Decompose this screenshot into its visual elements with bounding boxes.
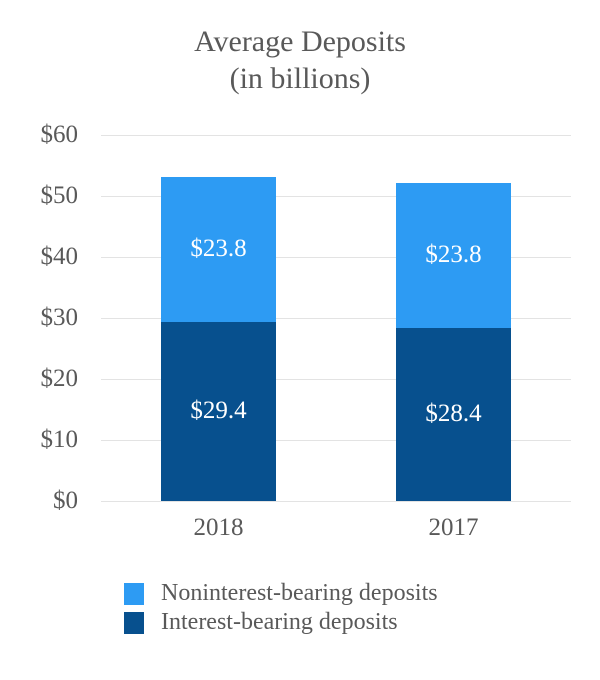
legend-label: Noninterest-bearing deposits: [161, 580, 438, 606]
bar-segment-2018: $23.8: [161, 176, 276, 322]
gridline: [101, 195, 571, 197]
legend-swatch: [124, 582, 144, 605]
chart-title: Average Deposits (in billions): [0, 23, 600, 97]
bar-segment-2017: $28.4: [396, 327, 511, 501]
bar-segment-2017: $23.8: [396, 182, 511, 328]
bar-value-label: $29.4: [190, 397, 247, 425]
x-axis-label: 2018: [193, 514, 244, 541]
legend-swatch: [124, 611, 144, 634]
chart-title-line-1: Average Deposits: [194, 25, 406, 58]
y-axis-tick-label: $10: [40, 426, 79, 453]
bar-segment-2018: $29.4: [161, 321, 276, 501]
y-axis-tick-label: $40: [40, 243, 79, 270]
legend: Noninterest-bearing deposits Interest-be…: [124, 579, 438, 637]
y-axis-tick-label: $60: [40, 121, 79, 148]
bar-value-label: $23.8: [425, 241, 482, 269]
gridline: [101, 439, 571, 441]
y-axis: $0 $10 $20 $30 $40 $50 $60: [0, 121, 79, 514]
y-axis-tick-label: $30: [40, 304, 79, 331]
gridline: [101, 378, 571, 380]
plot-area: $29.4 $23.8 2018 $28.4 $23.8 2017: [101, 134, 571, 541]
x-axis-label: 2017: [428, 514, 479, 541]
legend-label: Interest-bearing deposits: [161, 609, 398, 635]
gridline: [101, 134, 571, 136]
gridline: [101, 500, 571, 502]
bar-2017: $28.4 $23.8: [396, 182, 511, 501]
y-axis-tick-label: $0: [53, 487, 78, 514]
chart-title-line-2: (in billions): [229, 62, 371, 95]
y-axis-tick-label: $50: [40, 182, 79, 209]
bar-value-label: $28.4: [425, 400, 482, 428]
legend-row-noninterest: Noninterest-bearing deposits: [124, 579, 438, 608]
legend-row-interest: Interest-bearing deposits: [124, 608, 438, 637]
gridline: [101, 256, 571, 258]
y-axis-tick-label: $20: [40, 365, 79, 392]
bar-2018: $29.4 $23.8: [161, 176, 276, 501]
bar-value-label: $23.8: [190, 235, 247, 263]
gridline: [101, 317, 571, 319]
